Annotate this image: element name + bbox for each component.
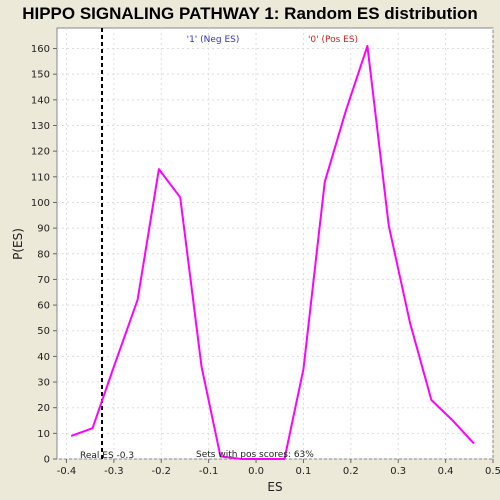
axes: -0.4 -0.3 -0.2 -0.1 0.0 0.1 0.2 0.3 0.4 0.5 0 10 20 3…: [31, 44, 500, 477]
x-tick-label: 0.3: [390, 466, 406, 477]
y-tick-label: 50: [37, 326, 50, 337]
x-axis-label: ES: [267, 480, 282, 494]
y-tick-label: 70: [37, 275, 50, 286]
y-tick-label: 20: [37, 403, 50, 414]
y-tick-label: 160: [31, 44, 50, 55]
y-tick-label: 40: [37, 352, 50, 363]
y-tick-label: 100: [31, 198, 50, 209]
real-es-label: Real ES -0.3: [80, 451, 134, 461]
y-tick-label: 80: [37, 249, 50, 260]
y-tick-label: 0: [44, 455, 50, 466]
plot-area: [56, 27, 494, 460]
series-line: [70, 44, 475, 460]
x-tick-label: -0.2: [152, 466, 172, 477]
y-tick-label: 130: [31, 121, 50, 132]
series-layer: [70, 44, 475, 460]
y-tick-label: 10: [37, 429, 50, 440]
y-tick-label: 60: [37, 301, 50, 312]
x-tick-label: 0.2: [343, 466, 359, 477]
y-tick-label: 120: [31, 147, 50, 158]
y-axis-label: P(ES): [11, 228, 25, 260]
y-tick-label: 30: [37, 378, 50, 389]
x-tick-label: 0.5: [485, 466, 500, 477]
legend-neg-es: '1' (Neg ES): [187, 35, 240, 45]
pos-scores-label: Sets with pos scores: 63%: [196, 450, 314, 460]
x-tick-label: -0.3: [104, 466, 124, 477]
x-tick-label: -0.4: [57, 466, 77, 477]
chart-title: HIPPO SIGNALING PATHWAY 1: Random ES dis…: [22, 4, 478, 23]
grid: [57, 28, 494, 460]
y-tick-label: 150: [31, 70, 50, 81]
legend-pos-es: '0' (Pos ES): [308, 35, 358, 45]
y-tick-label: 90: [37, 224, 50, 235]
y-tick-label: 110: [31, 172, 50, 183]
x-tick-label: 0.1: [295, 466, 311, 477]
y-tick-label: 140: [31, 95, 50, 106]
x-tick-label: -0.1: [199, 466, 219, 477]
x-tick-label: 0.0: [248, 466, 264, 477]
x-tick-label: 0.4: [438, 466, 454, 477]
